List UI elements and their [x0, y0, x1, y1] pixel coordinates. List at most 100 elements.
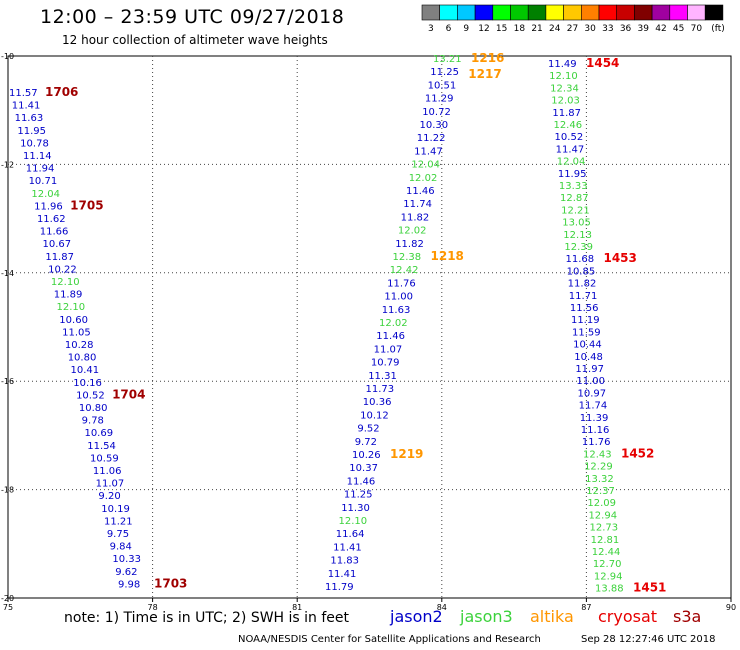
map-title: 12:00 – 23:59 UTC 09/27/2018 — [40, 6, 345, 28]
wave-height-value: 11.06 — [93, 466, 122, 477]
legend-label: 45 — [673, 24, 684, 34]
wave-height-value: 11.97 — [575, 364, 604, 375]
legend-label: 9 — [463, 24, 469, 34]
wave-height-value: 12.10 — [339, 516, 368, 527]
pass-time-label: 1451 — [633, 581, 666, 595]
wave-height-value: 11.74 — [403, 199, 432, 210]
units-note: note: 1) Time is in UTC; 2) SWH is in fe… — [64, 610, 350, 626]
wave-height-value: 11.05 — [62, 327, 91, 338]
legend-label: 24 — [549, 24, 561, 34]
wave-height-value: 10.80 — [68, 353, 97, 364]
wave-height-value: 10.72 — [422, 107, 451, 118]
wave-height-value: 9.52 — [357, 424, 379, 435]
wave-height-value: 11.59 — [572, 327, 601, 338]
pass-time-label: 1706 — [45, 85, 78, 99]
wave-height-value: 11.29 — [425, 94, 454, 105]
wave-height-value: 12.37 — [586, 486, 615, 497]
legend-label: 18 — [514, 24, 526, 34]
wave-height-value: 13.32 — [585, 474, 614, 485]
wave-height-value: 11.54 — [87, 441, 116, 452]
wave-height-value: 9.84 — [110, 542, 132, 553]
wave-height-value: 11.82 — [401, 212, 430, 223]
wave-height-value: 10.71 — [29, 176, 58, 187]
wave-height-value: 11.89 — [54, 290, 83, 301]
wave-height-value: 10.80 — [79, 403, 108, 414]
wave-height-value: 10.48 — [574, 352, 603, 363]
wave-height-value: 13.88 — [595, 584, 624, 595]
wave-height-value: 11.25 — [344, 490, 373, 501]
wave-height-value: 12.81 — [591, 535, 620, 546]
wave-height-value: 12.87 — [560, 193, 589, 204]
wave-height-value: 11.30 — [341, 503, 370, 514]
wave-height-value: 9.75 — [107, 529, 129, 540]
pass-time-label: 1216 — [471, 51, 504, 65]
wave-height-value: 12.21 — [561, 205, 590, 216]
legend-unit: (ft) — [711, 24, 725, 34]
wave-height-value: 12.70 — [593, 559, 622, 570]
legend-label: 70 — [691, 24, 703, 34]
wave-height-value: 11.49 — [548, 59, 577, 70]
wave-height-value: 10.97 — [578, 388, 607, 399]
latitude-label: -14 — [1, 269, 14, 278]
wave-height-value: 11.83 — [330, 556, 359, 567]
wave-height-value: 10.22 — [48, 264, 77, 275]
color-legend: 3 6 9 12 15 18 21 24 27 30 33 36 39 42 45 70 (ft) — [421, 4, 725, 34]
map-subtitle: 12 hour collection of altimeter wave hei… — [62, 33, 328, 47]
wave-height-value: 12.42 — [390, 265, 419, 276]
wave-height-value: 12.46 — [553, 120, 582, 131]
legend-label: 21 — [531, 24, 542, 34]
wave-height-value: 12.29 — [584, 462, 613, 473]
wave-height-value: 11.57 — [9, 88, 38, 99]
wave-height-value: 11.95 — [17, 126, 46, 137]
longitude-label: 75 — [3, 603, 13, 612]
legend-label: 12 — [478, 24, 489, 34]
wave-height-value: 10.67 — [43, 239, 72, 250]
wave-height-value: 11.96 — [34, 201, 63, 212]
wave-height-value: 13.05 — [562, 218, 591, 229]
wave-height-value: 13.21 — [433, 54, 462, 65]
legend-label: 36 — [620, 24, 632, 34]
wave-height-value: 12.02 — [398, 226, 427, 237]
longitude-label: 84 — [437, 603, 447, 612]
wave-height-value: 12.38 — [393, 252, 422, 263]
generated-timestamp: Sep 28 12:27:46 UTC 2018 — [581, 634, 716, 645]
wave-height-value: 12.03 — [551, 96, 580, 107]
legend-swatch — [704, 4, 724, 21]
latitude-label: -16 — [1, 377, 14, 386]
pass-time-label: 1454 — [586, 56, 619, 70]
map-frame — [7, 55, 732, 599]
wave-height-value: 11.25 — [430, 67, 459, 78]
wave-height-value: 12.09 — [587, 498, 616, 509]
wave-height-value: 11.14 — [23, 151, 52, 162]
wave-height-value: 11.63 — [15, 113, 44, 124]
wave-height-value: 11.94 — [26, 164, 55, 175]
wave-height-value: 11.76 — [582, 437, 611, 448]
wave-height-value: 12.94 — [594, 571, 623, 582]
wave-height-value: 10.19 — [101, 504, 130, 515]
credit-text: NOAA/NESDIS Center for Satellite Applica… — [238, 634, 541, 645]
wave-height-value: 11.79 — [325, 582, 354, 593]
wave-height-value: 10.44 — [573, 340, 602, 351]
legend-s3a: s3a — [673, 607, 702, 626]
legend-altika: altika — [530, 607, 574, 626]
legend-label: 27 — [567, 24, 578, 34]
wave-height-value: 11.46 — [376, 331, 405, 342]
wave-height-value: 12.02 — [409, 173, 438, 184]
wave-height-value: 11.22 — [417, 133, 446, 144]
wave-height-value: 12.94 — [588, 510, 617, 521]
wave-height-value: 11.73 — [366, 384, 395, 395]
wave-height-value: 11.00 — [576, 376, 605, 387]
wave-height-value: 11.07 — [96, 479, 125, 490]
wave-height-value: 10.52 — [555, 132, 584, 143]
wave-height-value: 10.16 — [73, 378, 102, 389]
legend-cryosat: cryosat — [598, 607, 658, 626]
legend-label: 6 — [446, 24, 452, 34]
wave-height-value: 11.46 — [347, 476, 376, 487]
wave-height-value: 10.60 — [59, 315, 88, 326]
wave-height-value: 9.78 — [82, 416, 104, 427]
wave-height-value: 11.19 — [571, 315, 600, 326]
wave-height-value: 10.69 — [84, 428, 113, 439]
wave-height-value: 12.04 — [31, 189, 60, 200]
wave-height-value: 11.87 — [552, 108, 581, 119]
wave-height-value: 11.41 — [12, 101, 41, 112]
